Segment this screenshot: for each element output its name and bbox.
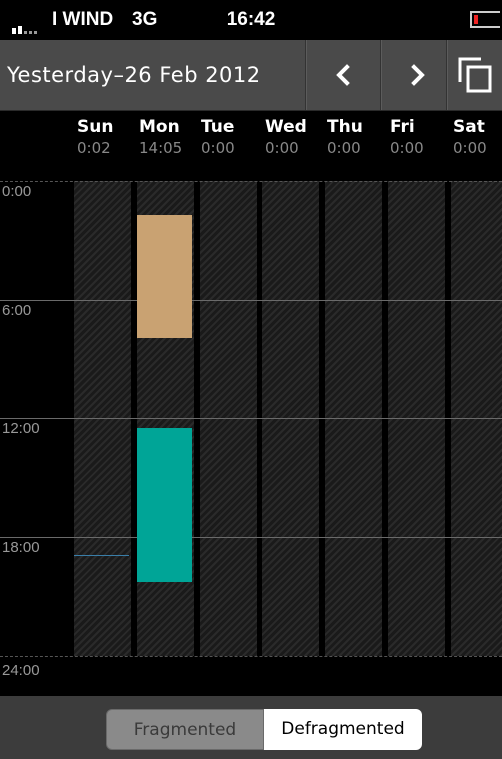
time-entry-block[interactable]	[137, 428, 192, 582]
hour-gridline	[0, 537, 502, 538]
day-name: Sat	[453, 117, 485, 137]
copy-icon	[458, 57, 492, 93]
day-column-header-sun: Sun 0:02	[77, 117, 141, 157]
time-label: 18:00	[2, 539, 40, 556]
next-week-button[interactable]	[380, 40, 455, 110]
day-total-time: 14:05	[139, 139, 183, 157]
time-entry-block[interactable]	[137, 215, 192, 338]
hour-gridline	[0, 656, 502, 657]
day-name: Fri	[390, 117, 415, 137]
clock: 16:42	[226, 9, 276, 30]
defragmented-segment[interactable]: Defragmented	[264, 709, 422, 750]
day-total-time: 0:00	[265, 139, 299, 157]
day-total-time: 0:00	[327, 139, 361, 157]
time-label: 6:00	[2, 302, 32, 319]
day-name: Sun	[77, 117, 114, 137]
day-name: Mon	[139, 117, 180, 137]
chevron-right-icon	[411, 64, 425, 86]
current-time-indicator	[74, 555, 129, 556]
time-label: 12:00	[2, 420, 40, 437]
week-grid: 0:00 6:00 12:00 18:00 24:00	[0, 181, 502, 679]
day-column-header-thu: Thu 0:00	[327, 117, 391, 157]
day-column-header-sat: Sat 0:00	[453, 117, 502, 157]
day-column-header-fri: Fri 0:00	[390, 117, 454, 157]
day-name: Tue	[201, 117, 235, 137]
day-total-time: 0:00	[453, 139, 487, 157]
day-total-time: 0:00	[201, 139, 235, 157]
day-column-header-tue: Tue 0:00	[201, 117, 265, 157]
day-header: Sun 0:02 Mon 14:05 Tue 0:00 Wed 0:00 Thu 0:00 Fri 0…	[0, 111, 502, 181]
time-label: 24:00	[2, 662, 40, 679]
carrier-name: I WIND	[52, 9, 114, 30]
page-title: Yesterday–26 Feb 2012	[7, 63, 261, 87]
day-column-header-mon: Mon 14:05	[139, 117, 203, 157]
chevron-left-icon	[336, 64, 350, 86]
signal-strength-icon	[12, 12, 39, 34]
battery-icon	[470, 11, 500, 28]
day-total-time: 0:02	[77, 139, 111, 157]
network-type: 3G	[132, 9, 158, 30]
fragmented-segment[interactable]: Fragmented	[106, 709, 264, 750]
status-bar: I WIND 3G 16:42	[0, 0, 502, 40]
hour-gridline	[0, 300, 502, 301]
copy-button[interactable]	[446, 40, 502, 110]
previous-week-button[interactable]	[305, 40, 380, 110]
day-name: Wed	[265, 117, 307, 137]
bottom-toolbar: Fragmented Defragmented	[0, 696, 502, 759]
day-column-header-wed: Wed 0:00	[265, 117, 329, 157]
hour-gridline	[0, 181, 502, 182]
time-label: 0:00	[2, 183, 32, 200]
day-total-time: 0:00	[390, 139, 424, 157]
hour-gridline	[0, 418, 502, 419]
navigation-bar: Yesterday–26 Feb 2012	[0, 40, 502, 111]
day-name: Thu	[327, 117, 363, 137]
